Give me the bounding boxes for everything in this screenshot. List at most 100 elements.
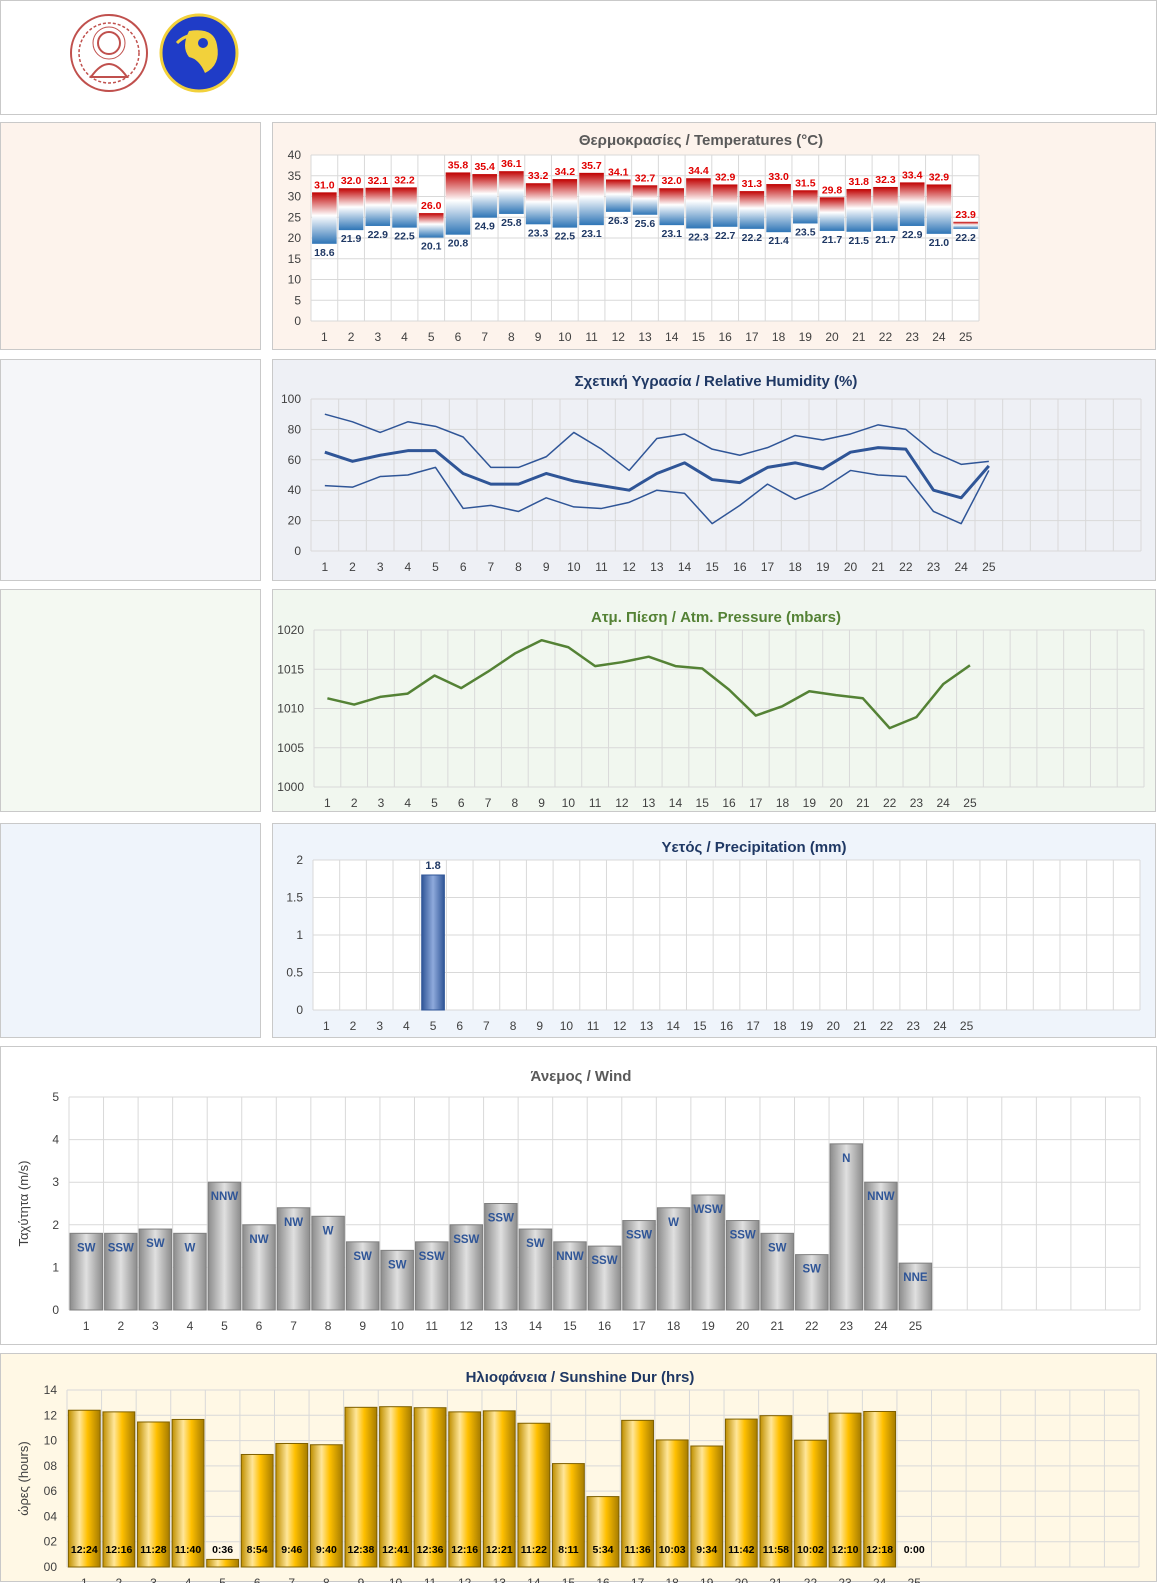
x-tick-label: 12 xyxy=(615,796,629,810)
x-tick-label: 9 xyxy=(536,1019,543,1033)
y-axis-label: Ταχύτητα (m/s) xyxy=(16,1160,31,1246)
x-tick-label: 24 xyxy=(874,1319,888,1333)
wind-bar xyxy=(829,1143,864,1311)
x-tick-label: 23 xyxy=(906,330,920,344)
sunshine-duration-label: 12:36 xyxy=(417,1544,444,1556)
wind-bar xyxy=(345,1241,380,1311)
sunshine-bar xyxy=(309,1444,343,1568)
sunshine-duration-label: 11:36 xyxy=(624,1544,650,1556)
temperature-bar xyxy=(793,190,818,224)
x-tick-label: 2 xyxy=(350,1019,357,1033)
min-temp-label: 23.3 xyxy=(528,227,549,239)
sunshine-bar xyxy=(206,1558,240,1568)
wind-bar xyxy=(587,1245,622,1311)
temperature-bar xyxy=(926,184,952,234)
x-tick-label: 20 xyxy=(844,560,858,574)
wind-direction-label: NW xyxy=(284,1217,303,1229)
y-tick-label: 1000 xyxy=(277,780,304,794)
wind-bar xyxy=(415,1241,449,1311)
temperature-bar xyxy=(418,213,444,238)
temperature-bar xyxy=(739,191,765,229)
sunshine-duration-label: 11:28 xyxy=(140,1544,166,1556)
wind-bar xyxy=(553,1241,587,1311)
y-tick-label: 2 xyxy=(52,1218,59,1232)
wind-direction-label: NW xyxy=(249,1234,268,1246)
x-tick-label: 10 xyxy=(560,1019,574,1033)
x-tick-label: 14 xyxy=(678,560,692,574)
sunshine-duration-label: 12:10 xyxy=(832,1544,859,1556)
x-tick-label: 13 xyxy=(650,560,664,574)
temperature-bar xyxy=(312,192,337,244)
max-temp-label: 31.3 xyxy=(742,178,763,190)
x-tick-label: 3 xyxy=(378,796,385,810)
sunshine-bar xyxy=(655,1439,689,1568)
wind-direction-label: W xyxy=(323,1225,334,1237)
x-tick-label: 6 xyxy=(458,796,465,810)
y-tick-label: 20 xyxy=(288,231,302,245)
wind-direction-label: W xyxy=(184,1242,195,1254)
x-tick-label: 18 xyxy=(788,560,802,574)
x-tick-label: 11 xyxy=(589,796,602,810)
x-tick-label: 12 xyxy=(612,330,626,344)
wind-direction-label: SSW xyxy=(730,1230,756,1242)
x-tick-label: 19 xyxy=(816,560,830,574)
max-temp-label: 33.0 xyxy=(768,171,789,183)
x-tick-label: 10 xyxy=(558,330,572,344)
temperature-bar xyxy=(365,187,391,226)
y-tick-label: 10 xyxy=(44,1434,58,1448)
x-tick-label: 4 xyxy=(404,796,411,810)
chart-title: Ατμ. Πίεση / Atm. Pressure (mbars) xyxy=(591,609,841,626)
y-tick-label: 04 xyxy=(44,1509,58,1523)
wind-direction-label: SSW xyxy=(453,1234,479,1246)
max-temp-label: 34.2 xyxy=(555,166,576,178)
wind-bar xyxy=(173,1232,207,1311)
chart-title: Ηλιοφάνεια / Sunshine Dur (hrs) xyxy=(466,1369,695,1386)
sunshine-duration-label: 0:36 xyxy=(212,1544,233,1556)
max-temp-label: 32.2 xyxy=(394,174,415,186)
x-tick-label: 21 xyxy=(853,1019,867,1033)
sunshine-bar xyxy=(137,1421,170,1568)
wind-direction-label: WSW xyxy=(693,1204,723,1216)
sunshine-duration-label: 12:24 xyxy=(71,1544,98,1556)
min-temp-label: 22.2 xyxy=(955,232,976,244)
max-temp-label: 32.0 xyxy=(341,175,362,187)
min-temp-label: 18.6 xyxy=(314,247,335,259)
y-tick-label: 15 xyxy=(288,252,302,266)
y-tick-label: 14 xyxy=(44,1383,58,1397)
y-tick-label: 3 xyxy=(52,1175,59,1189)
y-axis-label: ώρες (hours) xyxy=(16,1441,31,1515)
humidity-max-line xyxy=(324,413,989,472)
sunshine-duration-label: 12:41 xyxy=(382,1544,409,1556)
precipitation-value-label: 1.8 xyxy=(425,860,440,872)
sunshine-duration-label: 12:21 xyxy=(486,1544,513,1556)
x-tick-label: 15 xyxy=(563,1319,577,1333)
x-tick-label: 17 xyxy=(746,1019,760,1033)
min-temp-label: 25.6 xyxy=(635,218,656,230)
min-temp-label: 22.9 xyxy=(368,229,389,241)
min-temp-label: 22.5 xyxy=(394,231,415,243)
x-tick-label: 13 xyxy=(638,330,652,344)
x-tick-label: 7 xyxy=(290,1319,297,1333)
x-tick-label: 16 xyxy=(598,1319,612,1333)
sunshine-duration-label: 8:11 xyxy=(558,1544,579,1556)
x-tick-label: 2 xyxy=(117,1319,124,1333)
wind-direction-label: SSW xyxy=(419,1251,445,1263)
sunshine-bar xyxy=(552,1463,585,1568)
x-tick-label: 10 xyxy=(391,1319,405,1333)
y-tick-label: 1.5 xyxy=(286,891,303,905)
x-tick-label: 10 xyxy=(567,560,581,574)
sunshine-duration-label: 9:34 xyxy=(696,1544,717,1556)
y-tick-label: 80 xyxy=(288,422,302,436)
x-tick-label: 21 xyxy=(856,796,870,810)
x-tick-label: 5 xyxy=(431,796,438,810)
x-tick-label: 25 xyxy=(959,330,973,344)
min-temp-label: 21.9 xyxy=(341,233,362,245)
x-tick-label: 16 xyxy=(722,796,736,810)
sunshine-duration-label: 8:54 xyxy=(247,1544,268,1556)
min-temp-label: 22.2 xyxy=(742,232,763,244)
max-temp-label: 32.9 xyxy=(929,171,950,183)
x-tick-label: 8 xyxy=(325,1319,332,1333)
x-tick-label: 21 xyxy=(771,1319,785,1333)
y-tick-label: 60 xyxy=(288,453,302,467)
